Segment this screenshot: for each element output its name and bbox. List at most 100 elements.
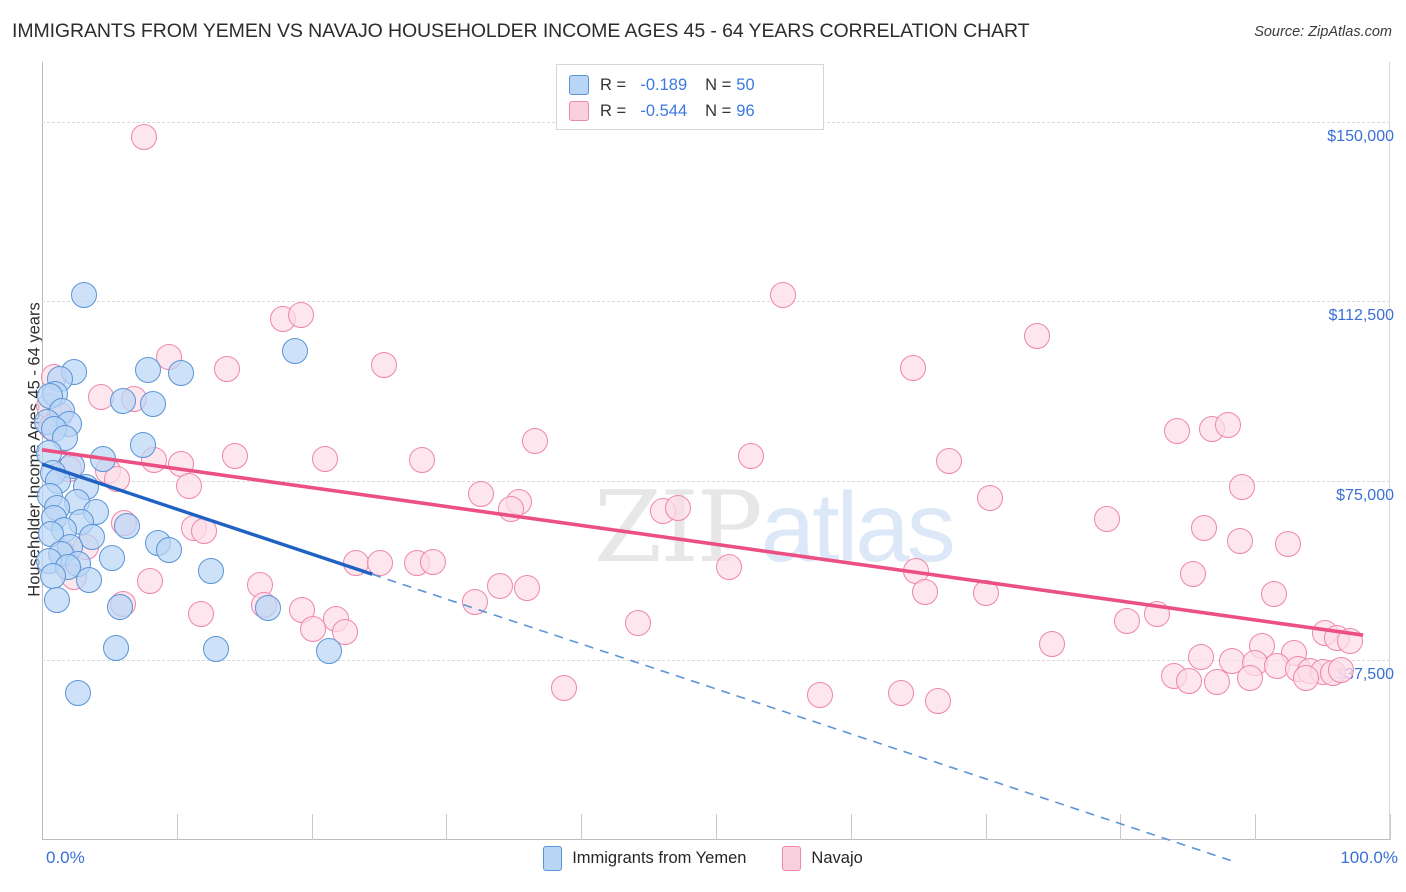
y-axis-tick-label: $112,500 [1328, 307, 1394, 325]
scatter-point [1164, 418, 1191, 445]
y-axis-tick-label: $150,000 [1327, 127, 1394, 145]
scatter-point [155, 537, 182, 564]
scatter-point [936, 447, 963, 474]
scatter-point [1188, 643, 1215, 670]
legend-item-yemen[interactable]: Immigrants from Yemen [543, 846, 746, 871]
x-axis-tick [176, 814, 178, 840]
scatter-point [1093, 505, 1120, 532]
scatter-point [624, 610, 651, 637]
x-axis-min-label: 0.0% [46, 848, 85, 867]
scatter-point [130, 432, 157, 458]
scatter-point [514, 574, 541, 601]
scatter-point [371, 351, 398, 378]
r-value-yemen: -0.189 [640, 75, 688, 94]
scatter-point [976, 485, 1003, 512]
scatter-point [925, 687, 952, 714]
scatter-point [1328, 656, 1355, 683]
scatter-point [282, 337, 309, 364]
legend-label-navajo: Navajo [811, 849, 863, 867]
scatter-point [103, 635, 130, 661]
scatter-point [911, 579, 938, 606]
trend-line-yemen-dashed [372, 573, 1236, 863]
scatter-point [1023, 323, 1050, 350]
scatter-point [99, 544, 126, 571]
correlation-row-navajo: R = -0.544 N = 96 [569, 98, 811, 124]
scatter-point [316, 638, 343, 665]
trend-lines-layer [41, 448, 1364, 863]
page-title: IMMIGRANTS FROM YEMEN VS NAVAJO HOUSEHOL… [12, 20, 1030, 42]
x-axis-tick [581, 814, 583, 840]
scatter-point [76, 567, 103, 594]
n-label-yemen: N = [705, 75, 732, 94]
scatter-point [770, 282, 797, 309]
scatter-point [899, 355, 926, 382]
scatter-point [738, 443, 765, 470]
x-axis-tick [1390, 814, 1391, 840]
scatter-point [312, 445, 339, 472]
scatter-point [1180, 560, 1207, 587]
scatter-point [175, 473, 202, 500]
source-label: Source: ZipAtlas.com [1254, 24, 1392, 40]
scatter-point [109, 388, 136, 415]
scatter-point [1114, 607, 1141, 634]
scatter-point [1261, 580, 1288, 607]
plot-right-border [1389, 62, 1390, 840]
r-label-navajo: R = [600, 101, 627, 120]
r-value-navajo: -0.544 [640, 101, 688, 120]
scatter-point [522, 427, 549, 454]
trend-line-yemen-solid [41, 462, 373, 576]
x-axis-tick [850, 814, 852, 840]
scatter-point [167, 450, 194, 477]
scatter-point [287, 302, 314, 329]
x-axis-tick [716, 814, 717, 840]
scatter-point [255, 595, 282, 622]
scatter-point [70, 282, 97, 309]
trend-line-navajo [41, 448, 1364, 637]
scatter-point [131, 124, 158, 151]
x-axis-tick [446, 814, 448, 840]
x-axis-tick [985, 814, 987, 840]
x-axis-tick [311, 814, 313, 840]
scatter-point [887, 679, 914, 706]
scatter-point [1038, 631, 1065, 658]
scatter-point [1190, 514, 1217, 541]
gridline [42, 301, 1390, 303]
scatter-point [1176, 667, 1203, 694]
scatter-point [419, 548, 446, 575]
plot-area: $150,000 $112,500 $75,000 $37,500 ZIPatlas [34, 62, 1394, 863]
legend-item-navajo[interactable]: Navajo [782, 846, 863, 871]
scatter-point [135, 356, 162, 383]
gridline [42, 480, 1390, 482]
scatter-point [665, 494, 692, 521]
scatter-point [1204, 668, 1231, 695]
scatter-point [409, 447, 436, 474]
correlation-row-yemen: R = -0.189 N = 50 [569, 72, 811, 98]
scatter-point [468, 480, 495, 507]
scatter-point [550, 674, 577, 701]
scatter-point [1274, 531, 1301, 558]
scatter-point [367, 549, 394, 576]
scatter-point [299, 615, 326, 642]
legend-swatch-yemen [569, 75, 589, 95]
x-axis-tick [1120, 814, 1122, 840]
legend-label-yemen: Immigrants from Yemen [572, 849, 747, 867]
n-value-navajo: 96 [736, 101, 755, 120]
scatter-point [806, 682, 833, 709]
n-label-navajo: N = [705, 101, 732, 120]
scatter-point [188, 601, 215, 628]
legend-swatch-navajo [569, 101, 589, 121]
scatter-point [1215, 411, 1242, 438]
scatter-point [487, 573, 514, 600]
scatter-point [1236, 665, 1263, 692]
scatter-point [139, 391, 166, 418]
series-legend: Immigrants from Yemen Navajo [0, 846, 1406, 871]
scatter-point [197, 558, 224, 585]
correlation-legend: R = -0.189 N = 50 R = -0.544 N = 96 [556, 64, 824, 130]
scatter-point [202, 636, 229, 663]
y-axis-tick-label: $75,000 [1336, 486, 1394, 504]
r-label-yemen: R = [600, 75, 627, 94]
scatter-point [107, 593, 134, 620]
n-value-yemen: 50 [736, 75, 755, 94]
x-axis-tick [1255, 814, 1257, 840]
